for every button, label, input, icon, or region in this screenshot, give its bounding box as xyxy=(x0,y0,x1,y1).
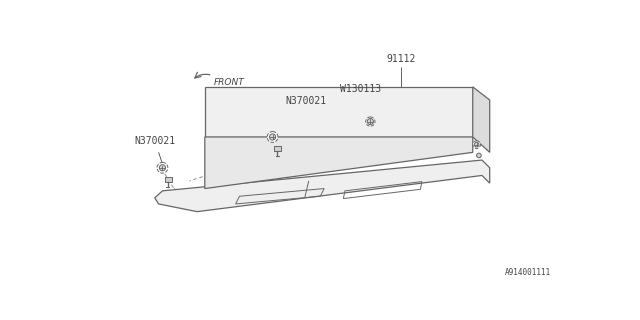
Text: W130113: W130113 xyxy=(340,84,381,94)
Text: N370021: N370021 xyxy=(134,136,175,146)
Circle shape xyxy=(269,134,276,140)
Text: A914001111: A914001111 xyxy=(505,268,551,277)
Polygon shape xyxy=(155,160,490,212)
Polygon shape xyxy=(473,87,490,152)
Text: 91112: 91112 xyxy=(387,54,416,64)
Circle shape xyxy=(477,153,481,158)
Circle shape xyxy=(365,117,375,126)
Bar xyxy=(274,146,281,151)
Circle shape xyxy=(367,118,373,124)
Circle shape xyxy=(159,165,166,171)
Polygon shape xyxy=(205,87,473,137)
Bar xyxy=(164,177,172,182)
Circle shape xyxy=(473,141,481,148)
Text: FRONT: FRONT xyxy=(214,78,244,87)
Circle shape xyxy=(157,162,168,173)
Circle shape xyxy=(267,132,278,142)
Text: N370021: N370021 xyxy=(285,96,327,106)
Circle shape xyxy=(474,142,479,147)
Polygon shape xyxy=(205,137,473,188)
